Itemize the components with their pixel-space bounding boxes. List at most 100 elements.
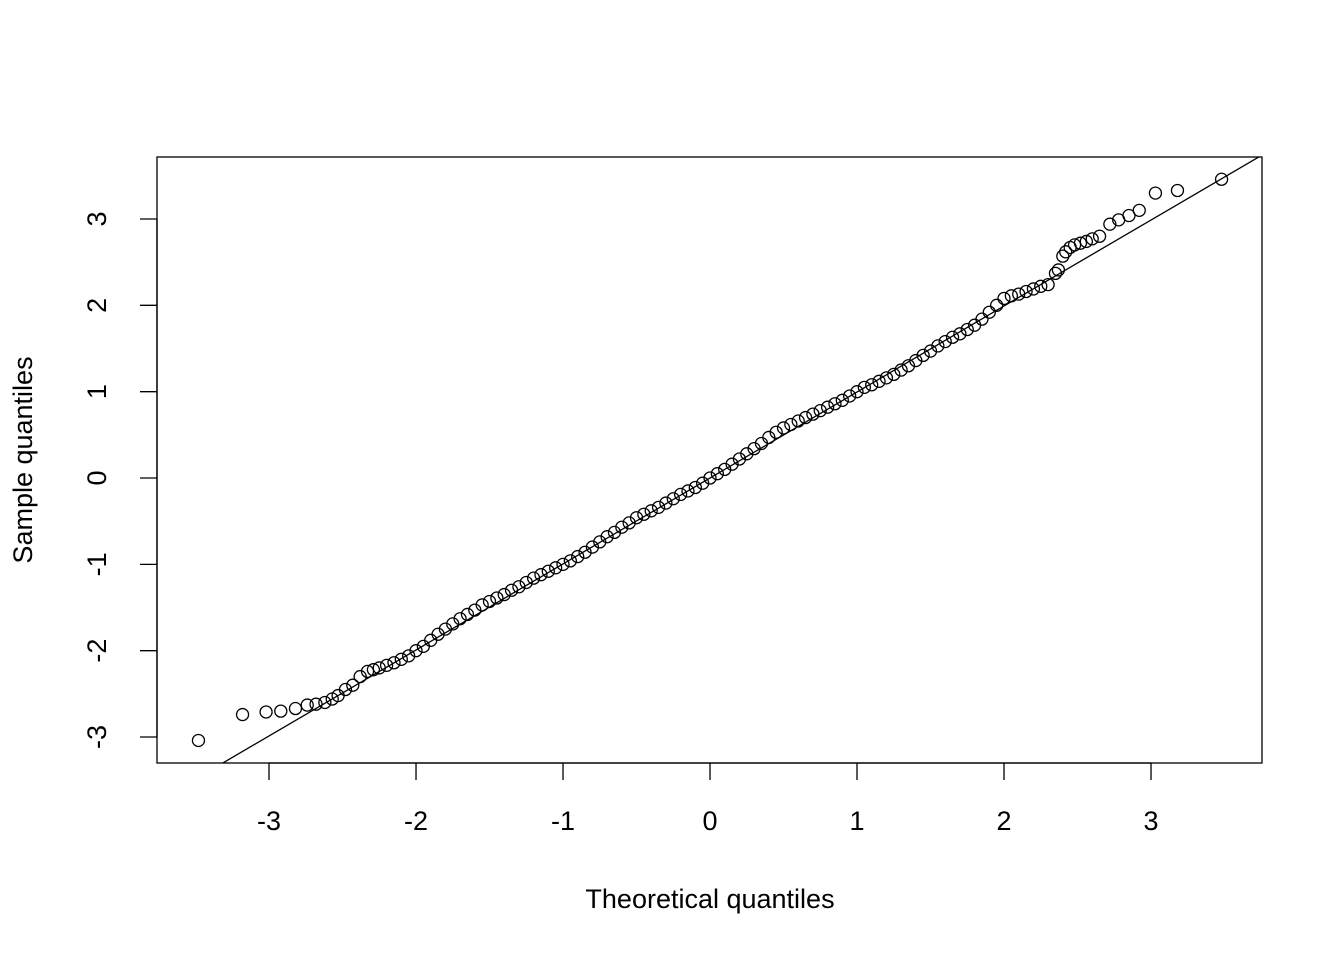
point <box>872 374 886 388</box>
point <box>593 535 607 549</box>
y-tick-label: 0 <box>82 470 112 485</box>
y-tick-label: -3 <box>82 725 112 749</box>
point <box>424 633 438 647</box>
point <box>394 652 408 666</box>
point <box>1034 279 1048 293</box>
point <box>732 452 747 466</box>
point <box>673 487 688 502</box>
point <box>688 480 702 495</box>
point <box>372 661 386 675</box>
point <box>318 695 332 710</box>
y-tick-label: 2 <box>82 298 112 313</box>
point <box>1148 186 1163 200</box>
point <box>703 471 717 485</box>
point <box>710 467 725 481</box>
point <box>578 545 592 559</box>
point <box>475 598 489 612</box>
point <box>938 334 952 349</box>
point <box>813 404 827 418</box>
point <box>482 594 497 609</box>
point <box>1214 172 1229 186</box>
point <box>1012 287 1026 301</box>
point <box>865 378 879 392</box>
point <box>997 291 1011 306</box>
point <box>740 447 754 461</box>
x-tick-label: 3 <box>1143 806 1158 836</box>
y-tick-label: 3 <box>82 211 112 226</box>
point <box>409 644 423 658</box>
point <box>387 656 401 670</box>
point <box>901 359 916 373</box>
point <box>857 380 872 394</box>
point <box>534 568 548 582</box>
point <box>309 697 323 711</box>
point <box>607 525 622 540</box>
point <box>1048 266 1063 281</box>
point <box>402 649 416 663</box>
point <box>571 549 585 564</box>
point <box>191 733 206 748</box>
point <box>784 417 798 432</box>
point <box>1059 245 1073 259</box>
point <box>235 707 250 722</box>
point <box>990 298 1004 312</box>
point <box>468 603 482 617</box>
point <box>1056 249 1070 263</box>
point <box>1092 229 1107 243</box>
point <box>828 397 842 411</box>
point <box>274 704 288 718</box>
point <box>1019 284 1033 299</box>
point <box>659 496 673 510</box>
point <box>923 344 938 358</box>
point <box>791 414 805 428</box>
point <box>666 492 680 506</box>
point <box>1085 232 1099 246</box>
point <box>916 348 930 363</box>
point <box>835 393 849 407</box>
point <box>982 305 996 319</box>
point <box>460 607 475 622</box>
point <box>519 575 533 590</box>
point <box>953 327 967 341</box>
point <box>379 658 394 673</box>
point <box>644 504 658 518</box>
point <box>769 425 783 439</box>
point <box>497 587 511 602</box>
point <box>945 330 960 344</box>
point <box>879 371 894 385</box>
point <box>1170 183 1185 198</box>
point <box>843 389 857 403</box>
point <box>629 511 644 525</box>
point <box>541 564 555 578</box>
point <box>585 540 600 554</box>
point <box>431 627 445 641</box>
point <box>346 678 360 692</box>
reference-line <box>221 157 1261 763</box>
point <box>1073 236 1088 250</box>
point <box>504 583 519 597</box>
point <box>931 339 945 353</box>
point <box>360 664 375 679</box>
x-tick-label: 0 <box>702 806 717 836</box>
point <box>446 617 460 631</box>
point <box>960 322 974 337</box>
y-axis-label: Sample quantiles <box>8 356 38 563</box>
x-tick-label: 1 <box>849 806 864 836</box>
point <box>490 591 504 605</box>
y-tick-label: 1 <box>82 384 112 399</box>
point <box>762 430 776 445</box>
point <box>259 705 273 719</box>
point <box>725 457 739 471</box>
point <box>563 554 578 568</box>
point <box>300 698 314 712</box>
point <box>526 571 541 585</box>
point <box>556 557 570 571</box>
point <box>681 484 695 498</box>
point <box>1004 289 1019 303</box>
point <box>909 353 923 368</box>
y-tick-label: -1 <box>82 552 112 576</box>
point <box>718 462 732 477</box>
point <box>600 530 614 544</box>
point <box>549 561 563 575</box>
point <box>1122 208 1136 223</box>
